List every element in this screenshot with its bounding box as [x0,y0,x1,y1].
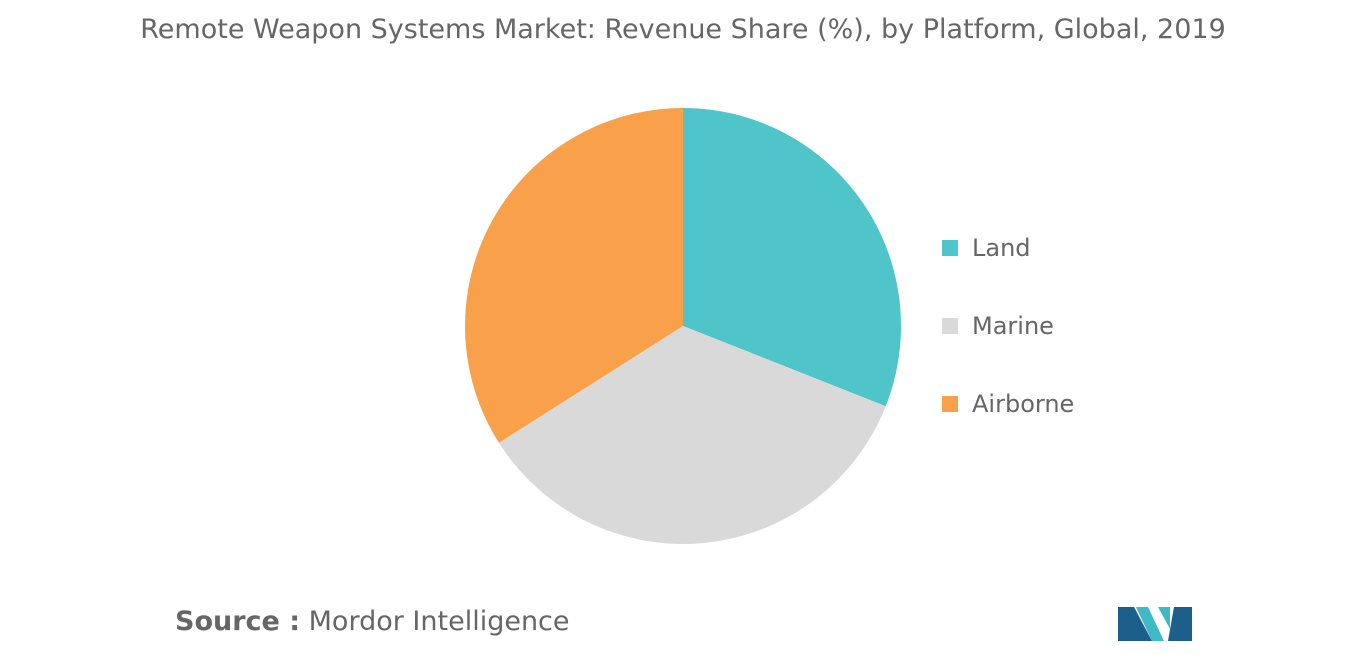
mordor-intelligence-logo-icon [1118,607,1192,641]
source-note: Source : Mordor Intelligence [175,606,570,637]
logo-shape-right-b [1168,607,1192,641]
legend-item-land[interactable]: Land [942,232,1162,262]
legend-label-airborne: Airborne [972,390,1075,418]
pie-slice-land[interactable] [683,108,901,407]
legend-swatch-airborne [942,396,958,412]
source-prefix: Source : [175,606,301,637]
pie-slice-airborne[interactable] [465,108,683,443]
legend-swatch-land [942,240,958,256]
pie-slice-marine[interactable] [498,326,886,544]
source-name: Mordor Intelligence [308,606,570,637]
chart-title: Remote Weapon Systems Market: Revenue Sh… [140,14,1226,45]
logo-shape-mid [1136,607,1164,641]
logo-shape-right-a [1158,607,1170,629]
legend-label-marine: Marine [972,312,1054,340]
legend-item-marine[interactable]: Marine [942,310,1162,340]
logo-shape-left [1118,607,1152,641]
legend-label-land: Land [972,234,1031,262]
legend-item-airborne[interactable]: Airborne [942,388,1162,418]
legend-swatch-marine [942,318,958,334]
